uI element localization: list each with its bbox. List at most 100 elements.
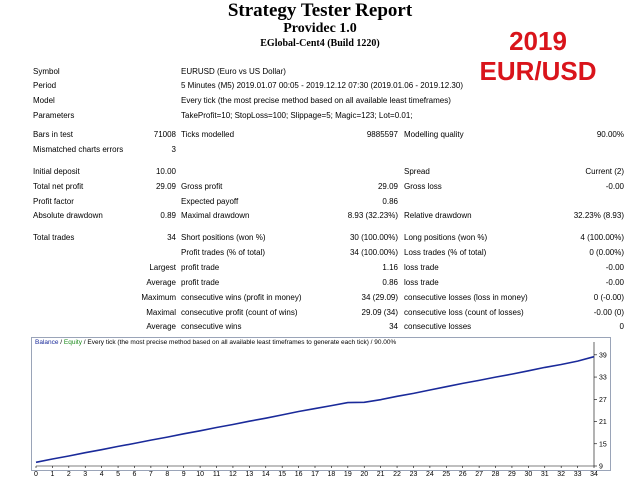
server-name: EGlobal-Cent4 (Build 1220) [260, 38, 380, 49]
x-tick-label: 13 [245, 471, 253, 478]
gross-loss-label: Gross loss [404, 182, 442, 191]
x-tick-label: 34 [590, 471, 598, 478]
gross-profit-label: Gross profit [181, 182, 223, 191]
expert-name: Providec 1.0 [283, 21, 357, 36]
net-profit-label: Total net profit [33, 182, 84, 191]
x-tick-label: 31 [541, 471, 549, 478]
x-tick-label: 24 [426, 471, 434, 478]
spread-value: Current (2) [585, 167, 624, 176]
relative-drawdown-value: 32.23% (8.93) [573, 211, 624, 220]
profit-trades-value: 34 (100.00%) [349, 248, 398, 257]
ticks-value: 9885597 [366, 130, 398, 139]
maximal-consecutive-loss-label: consecutive loss (count of losses) [404, 308, 524, 317]
x-tick-label: 18 [328, 471, 336, 478]
largest-loss-label: loss trade [404, 263, 439, 272]
total-trades-label: Total trades [33, 233, 75, 242]
legend-balance: Balance [35, 339, 59, 346]
x-tick-label: 8 [165, 471, 169, 478]
report-title: Strategy Tester Report [227, 0, 413, 21]
max-consecutive-losses-value: 0 (-0.00) [593, 293, 624, 302]
relative-drawdown-label: Relative drawdown [404, 211, 472, 220]
largest-profit-label: profit trade [181, 263, 220, 272]
largest-loss-value: -0.00 [605, 263, 624, 272]
gross-loss-value: -0.00 [605, 182, 624, 191]
gross-profit-value: 29.09 [377, 182, 398, 191]
loss-trades-value: 0 (0.00%) [589, 248, 624, 257]
x-tick-label: 21 [377, 471, 385, 478]
x-tick-label: 0 [34, 471, 38, 478]
x-tick-label: 20 [360, 471, 368, 478]
average-label: Average [146, 278, 176, 287]
max-consecutive-wins-label: consecutive wins (profit in money) [181, 293, 302, 302]
legend-description: / Every tick (the most precise method ba… [82, 339, 397, 346]
loss-trades-label: Loss trades (% of total) [404, 248, 487, 257]
x-tick-label: 11 [213, 471, 220, 478]
pair-badge: EUR/USD [479, 56, 597, 86]
profit-trades-label: Profit trades (% of total) [181, 248, 266, 257]
expected-payoff-label: Expected payoff [181, 197, 239, 206]
net-profit-value: 29.09 [155, 182, 176, 191]
model-label: Model [33, 96, 55, 105]
symbol-value: EURUSD (Euro vs US Dollar) [181, 67, 286, 76]
average-consecutive-label: Average [146, 322, 176, 331]
year-badge: 2019 [509, 26, 567, 56]
max-consecutive-losses-label: consecutive losses (loss in money) [404, 293, 528, 302]
chart-legend: Balance / Equity / Every tick (the most … [35, 339, 396, 347]
x-tick-label: 14 [262, 471, 270, 478]
y-tick-label: 21 [599, 419, 607, 426]
short-positions-label: Short positions (won %) [181, 233, 266, 242]
maximal-drawdown-value: 8.93 (32.23%) [347, 211, 398, 220]
balance-chart [31, 337, 611, 471]
x-tick-label: 15 [278, 471, 286, 478]
x-tick-label: 30 [524, 471, 532, 478]
bars-label: Bars in test [33, 130, 74, 139]
average-loss-label: loss trade [404, 278, 439, 287]
x-tick-label: 27 [475, 471, 483, 478]
y-tick-label: 33 [599, 375, 607, 382]
x-tick-label: 7 [149, 471, 153, 478]
largest-profit-value: 1.16 [382, 263, 398, 272]
y-tick-label: 9 [599, 464, 603, 471]
x-tick-label: 25 [442, 471, 450, 478]
average-profit-label: profit trade [181, 278, 220, 287]
x-tick-label: 5 [116, 471, 120, 478]
max-consecutive-wins-value: 34 (29.09) [361, 293, 398, 302]
average-consecutive-losses-label: consecutive losses [404, 322, 472, 331]
maximum-label: Maximum [141, 293, 176, 302]
x-tick-label: 26 [459, 471, 467, 478]
x-tick-label: 9 [182, 471, 186, 478]
x-tick-label: 16 [295, 471, 303, 478]
y-tick-label: 39 [599, 352, 607, 359]
largest-label: Largest [149, 263, 176, 272]
quality-label: Modelling quality [404, 130, 464, 139]
spread-label: Spread [404, 167, 430, 176]
legend-separator: / [58, 339, 64, 346]
deposit-value: 10.00 [155, 167, 176, 176]
legend-equity: Equity [63, 339, 82, 346]
x-tick-label: 2 [67, 471, 71, 478]
x-tick-label: 3 [83, 471, 87, 478]
balance-line [35, 355, 595, 464]
maximal-consecutive-profit-label: consecutive profit (count of wins) [181, 308, 298, 317]
symbol-label: Symbol [33, 67, 60, 76]
long-positions-value: 4 (100.00%) [580, 233, 624, 242]
mismatch-label: Mismatched charts errors [33, 145, 124, 154]
short-positions-value: 30 (100.00%) [349, 233, 398, 242]
parameters-value: TakeProfit=10; StopLoss=100; Slippage=5;… [181, 111, 413, 120]
maximal-drawdown-label: Maximal drawdown [181, 211, 250, 220]
x-tick-label: 19 [344, 471, 352, 478]
average-consecutive-wins-value: 34 [389, 322, 398, 331]
period-label: Period [33, 81, 57, 90]
mismatch-value: 3 [171, 145, 176, 154]
profit-factor-label: Profit factor [33, 197, 74, 206]
x-tick-label: 6 [133, 471, 137, 478]
x-tick-label: 28 [492, 471, 500, 478]
average-loss-value: -0.00 [605, 278, 624, 287]
bars-value: 71008 [153, 130, 176, 139]
long-positions-label: Long positions (won %) [404, 233, 488, 242]
model-value: Every tick (the most precise method base… [181, 96, 451, 105]
x-tick-label: 33 [574, 471, 582, 478]
ticks-label: Ticks modelled [181, 130, 235, 139]
y-tick-label: 27 [599, 397, 607, 404]
